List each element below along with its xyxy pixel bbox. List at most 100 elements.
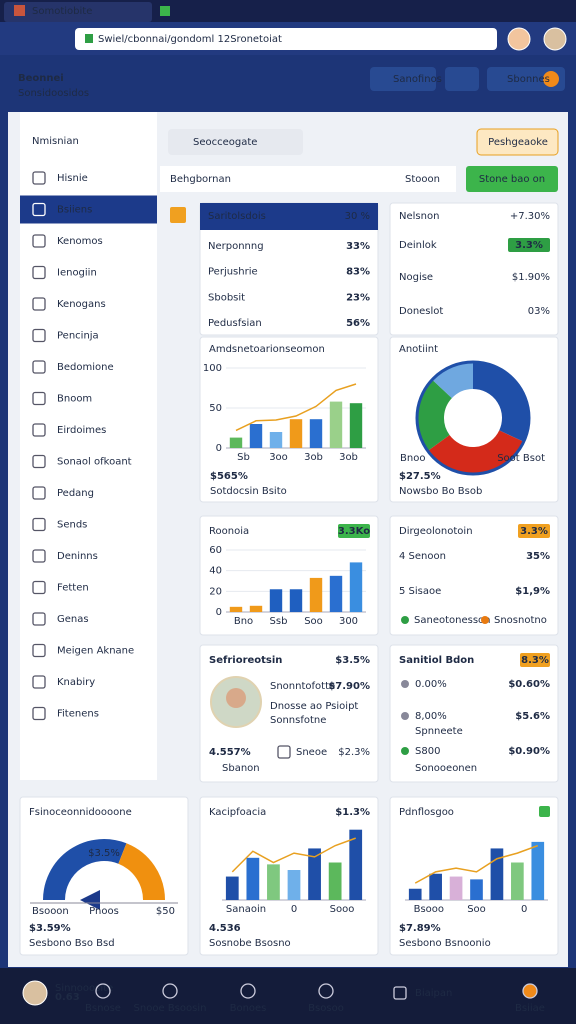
icon xyxy=(32,643,46,658)
nav-item[interactable]: Ienogiin xyxy=(57,268,97,279)
nav-item[interactable]: Bsiiens xyxy=(57,205,92,216)
x-tick-label: 3ob xyxy=(339,452,358,463)
stat-label: Sneoe xyxy=(296,747,327,758)
x-tick-label: 300 xyxy=(339,616,358,627)
y-tick-label: 0 xyxy=(216,607,222,618)
nav-item[interactable]: Pencinja xyxy=(57,331,99,342)
browser-tab[interactable] xyxy=(4,2,152,22)
taskbar-icon[interactable] xyxy=(95,983,111,999)
nav-item[interactable]: Fetten xyxy=(57,583,89,594)
new-tab[interactable] xyxy=(160,6,170,16)
icon xyxy=(32,423,46,437)
taskbar-icon[interactable] xyxy=(318,983,334,999)
nav-item[interactable]: Kenomos xyxy=(57,236,103,247)
bar xyxy=(269,589,283,612)
icon xyxy=(32,360,46,374)
url-text[interactable]: Swiel/cbonnai/gondoml 12Sronetoiat xyxy=(98,34,282,45)
icon xyxy=(32,328,46,343)
nav-item[interactable]: Bnoom xyxy=(57,394,92,405)
bar xyxy=(308,848,321,900)
nav-item[interactable]: Fitenens xyxy=(57,709,99,720)
icon xyxy=(32,391,46,406)
nav-item[interactable]: Genas xyxy=(57,614,89,625)
header-action[interactable]: Sanofinos xyxy=(393,74,442,85)
taskbar-item[interactable]: Bonoes xyxy=(230,1003,267,1014)
row-value: 33% xyxy=(346,241,370,252)
gauge-label: Bsooon xyxy=(32,906,69,917)
row-label: 5 Sisaoe xyxy=(399,586,441,597)
row-value: 83% xyxy=(346,267,370,278)
search-box[interactable] xyxy=(168,129,303,155)
nav-item[interactable]: Hisnie xyxy=(57,173,88,184)
avatar[interactable] xyxy=(543,27,567,51)
taskbar-icon[interactable] xyxy=(240,983,256,999)
y-tick-label: 60 xyxy=(209,545,222,556)
nav-item[interactable]: Sends xyxy=(57,520,87,531)
bar xyxy=(408,888,422,900)
sidebar-title: Nmisnian xyxy=(32,136,79,147)
avatar[interactable] xyxy=(507,27,531,51)
card xyxy=(199,336,379,503)
filter[interactable]: Stooon xyxy=(405,174,440,185)
taskbar-item[interactable]: Biaipan xyxy=(415,988,452,999)
taskbar-item[interactable]: Bsosoo xyxy=(308,1003,344,1014)
button-text[interactable]: Peshgeaoke xyxy=(488,137,548,148)
header-button[interactable] xyxy=(370,67,436,91)
x-tick-label: Sb xyxy=(237,452,250,463)
metric-icon xyxy=(401,747,409,755)
marker xyxy=(170,207,186,223)
bar xyxy=(249,424,263,448)
x-tick-label: Bno xyxy=(234,616,253,627)
bar xyxy=(349,829,363,900)
bar xyxy=(229,437,243,448)
action-button[interactable] xyxy=(466,166,558,192)
badge xyxy=(518,524,550,538)
taskbar-item[interactable]: Bsiiae xyxy=(515,1003,545,1014)
primary-button[interactable] xyxy=(476,128,559,156)
card-caption: Sesbono Bsnoonio xyxy=(399,938,491,949)
bar xyxy=(429,873,442,900)
nav-item[interactable]: Knabiry xyxy=(57,677,95,688)
search-placeholder[interactable]: Seocceogate xyxy=(193,137,257,148)
card-value: $1.3% xyxy=(335,807,370,818)
row-label: Nerponnng xyxy=(208,241,264,252)
user-avatar[interactable] xyxy=(22,980,48,1006)
x-tick-label: Soo xyxy=(467,904,486,915)
nav-item[interactable]: Bedomione xyxy=(57,362,114,373)
nav-item[interactable]: Sonaol ofkoant xyxy=(57,457,132,468)
icon xyxy=(32,171,46,185)
nav-item[interactable]: Meigen Aknane xyxy=(57,646,134,657)
taskbar-item[interactable]: Snooe Bsoosin xyxy=(134,1003,207,1014)
header-action[interactable]: Sbonnes xyxy=(507,74,550,85)
tab-title[interactable]: Somotiobite xyxy=(32,6,92,17)
gauge-label: Pnoos xyxy=(89,906,119,917)
profile-value: $7.90% xyxy=(328,681,370,692)
bar xyxy=(490,848,504,900)
nav-item[interactable]: Deninns xyxy=(57,551,98,562)
nav-item[interactable]: Kenogans xyxy=(57,299,106,310)
metric-value: $0.90% xyxy=(508,746,550,757)
icon xyxy=(32,675,46,689)
x-tick-label: 0 xyxy=(521,904,527,915)
metric-icon xyxy=(401,680,409,688)
icon xyxy=(32,202,46,217)
x-tick-label: 3oo xyxy=(269,452,288,463)
bar xyxy=(289,419,303,448)
gauge-label: $50 xyxy=(156,906,175,917)
card-title: Roonoia xyxy=(209,526,249,537)
taskbar-icon[interactable] xyxy=(162,983,178,999)
taskbar-icon[interactable] xyxy=(522,983,538,999)
legend-label: Snosnotno xyxy=(494,615,547,626)
nav-item[interactable]: Eirdoimes xyxy=(57,425,106,436)
address-bar[interactable] xyxy=(75,28,497,50)
taskbar-item[interactable]: Bsnose xyxy=(85,1003,121,1014)
user-name: Sinnooosite xyxy=(55,983,113,994)
header-button[interactable] xyxy=(487,67,565,91)
badge-text: 3.3Ko xyxy=(338,526,370,537)
nav-item[interactable]: Pedang xyxy=(57,488,94,499)
active-item xyxy=(20,195,157,224)
button-text[interactable]: Stone bao on xyxy=(479,174,545,185)
gauge-center: $3.5% xyxy=(88,848,120,859)
header-button[interactable] xyxy=(445,67,479,91)
